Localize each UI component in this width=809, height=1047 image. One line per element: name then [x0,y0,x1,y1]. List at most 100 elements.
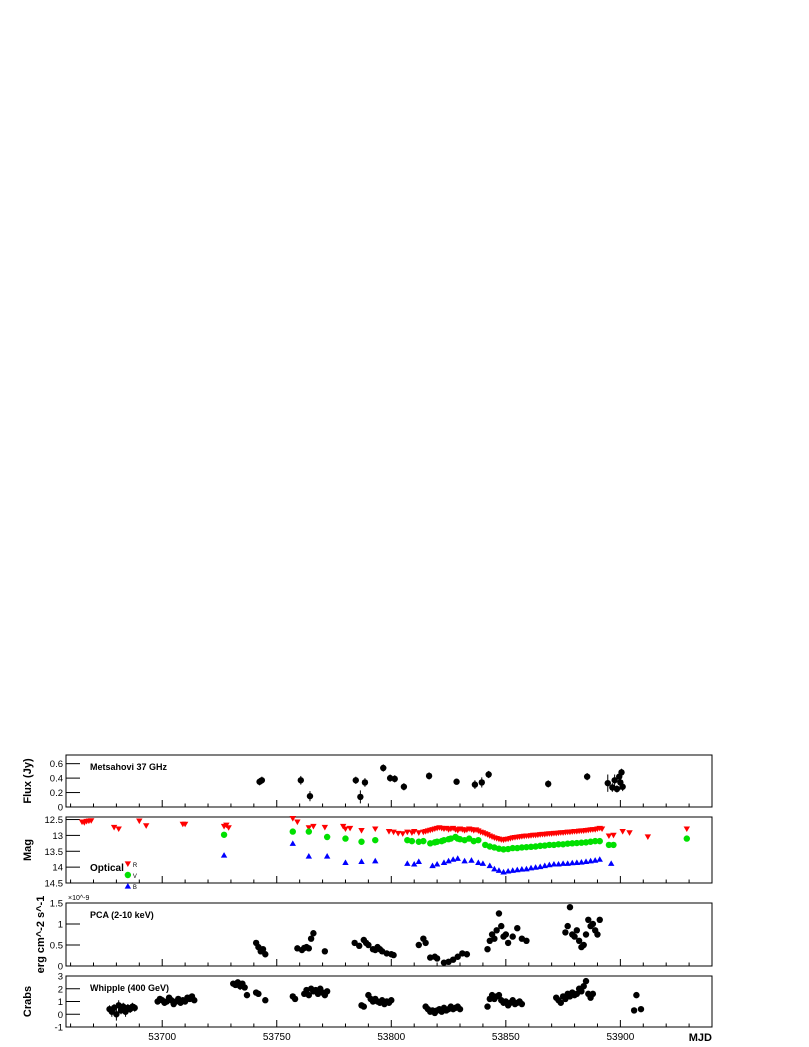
data-point [262,997,269,1004]
data-point [440,859,448,865]
data-point [504,939,512,947]
data-point [478,779,485,786]
data-point [305,828,313,835]
data-point [380,764,387,772]
series-B [220,840,615,875]
data-point [626,830,633,836]
data-point [110,824,118,831]
data-point [618,769,625,776]
data-point [587,857,594,864]
y-tick-label: 0.4 [50,774,63,785]
data-point [518,844,526,851]
data-point [445,857,452,864]
data-point [493,927,500,934]
data-point [509,933,516,940]
series-R [78,815,691,844]
y-axis-label: Mag [22,839,34,861]
panel-annotation: Metsahovi 37 GHz [90,762,168,772]
data-point [498,922,505,930]
data-point [630,1007,638,1014]
y-tick-label: -1 [55,1023,63,1034]
data-point [181,821,189,828]
panel-frame [65,816,713,884]
data-point [500,846,507,853]
data-point [518,866,526,872]
x-tick-label: 53900 [606,1032,634,1043]
data-point [259,946,267,953]
data-point [297,777,305,784]
data-point [456,1005,464,1013]
data-point [454,953,461,960]
data-point [372,836,379,844]
data-point [142,823,150,829]
data-point [306,792,314,800]
y-tick-label: 1 [58,920,63,931]
data-point [342,826,349,833]
data-point [594,931,601,938]
data-point [573,859,581,865]
data-point [449,856,457,862]
data-point [580,983,587,990]
data-point [484,946,491,953]
data-point [604,779,611,787]
data-point [569,859,576,866]
data-point [523,937,530,944]
data-point [225,825,232,831]
panel-annotation: Optical [90,863,124,874]
data-point [564,860,571,866]
legend-marker-R [124,861,132,867]
data-point [420,837,427,845]
data-point [619,783,626,790]
data-point [358,858,365,865]
data-point [404,860,411,866]
y-tick-label: 13.5 [45,847,64,858]
data-point [415,858,422,865]
data-point [562,929,569,936]
data-point [394,830,402,837]
y-tick-label: 12.5 [45,815,64,826]
data-point [372,857,379,864]
data-point [294,819,301,826]
data-point [619,828,626,835]
data-point [596,837,603,845]
data-point [310,823,317,830]
data-point [578,839,585,846]
data-point [305,853,313,859]
data-point [258,777,266,784]
y-axis-label: erg cm^-2 s^-1 [35,896,47,974]
data-point [605,841,613,849]
legend-label-R: R [133,863,138,869]
legend-marker-B [124,883,132,889]
data-point [500,868,507,875]
data-point [527,864,535,871]
data-point [509,844,516,852]
data-point [555,860,562,867]
data-point [486,862,493,869]
y-tick-label: 14 [52,863,63,874]
panel-annotation: Whipple (400 GeV) [90,983,169,993]
data-point [87,818,95,824]
data-point [305,825,313,831]
data-point [502,931,510,938]
legend-label-B: B [133,885,137,891]
y-tick-label: 0 [58,962,63,973]
data-point [683,826,691,833]
data-point [404,829,411,836]
data-point [360,1003,368,1010]
data-point [573,927,581,934]
data-point [550,860,558,867]
data-point [388,997,395,1004]
data-point [571,933,578,940]
data-point [323,988,331,995]
data-point [485,771,492,778]
data-point [289,815,296,822]
panel-radio: 0 0.2 0.4 0.6 Flux (Jy) Metsahovi 37 GHz [22,754,713,814]
data-point [523,865,530,872]
x-tick-label: 53850 [492,1032,520,1043]
data-point [220,831,228,838]
data-point [536,842,544,850]
panel-frame [65,902,713,967]
data-point [527,843,535,851]
data-point [425,772,433,780]
